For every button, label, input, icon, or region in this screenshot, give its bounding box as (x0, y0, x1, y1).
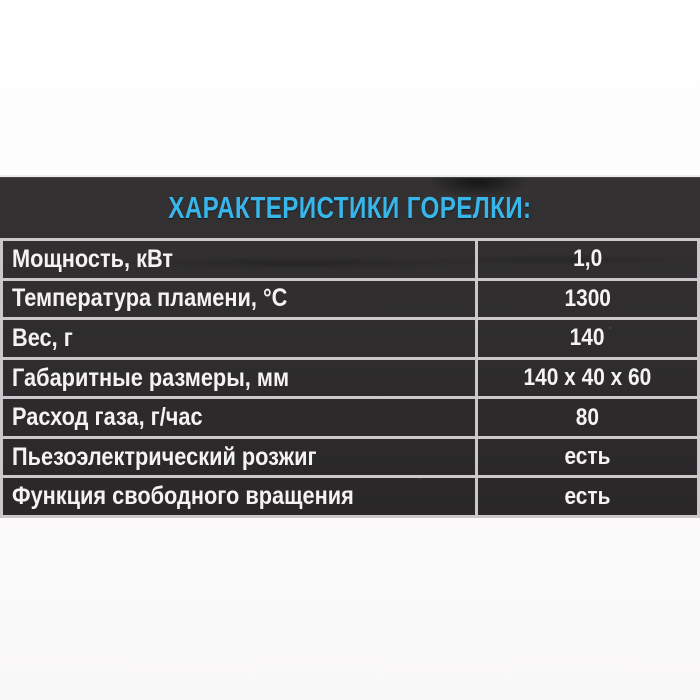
spec-value: есть (564, 482, 611, 510)
spec-value: 1300 (564, 284, 611, 312)
spec-table: Мощность, кВт 1,0 Температура пламени, °… (0, 238, 700, 518)
spec-label: Функция свободного вращения (12, 482, 354, 511)
spec-value: 140 x 40 x 60 (523, 364, 652, 392)
spec-label-card: ХАРАКТЕРИСТИКИ ГОРЕЛКИ: Мощность, кВт 1,… (0, 177, 700, 518)
table-row-power: Мощность, кВт 1,0 (3, 241, 697, 281)
spec-label: Пьезоэлектрический розжиг (12, 442, 317, 471)
spec-label: Вес, г (12, 323, 73, 352)
spec-value: 80 (575, 403, 600, 431)
table-row-free-rotation: Функция свободного вращения есть (3, 478, 697, 516)
table-row-flame-temperature: Температура пламени, °С 1300 (3, 280, 697, 321)
spec-value: есть (564, 443, 611, 471)
card-title-band: ХАРАКТЕРИСТИКИ ГОРЕЛКИ: (0, 178, 700, 238)
spec-label: Габаритные размеры, мм (12, 363, 290, 392)
spec-label: Мощность, кВт (12, 244, 174, 273)
table-row-weight: Вес, г 140 (3, 320, 697, 360)
spec-value: 140 (570, 324, 605, 352)
table-row-dimensions: Габаритные размеры, мм 140 x 40 x 60 (3, 359, 697, 400)
spec-value: 1,0 (572, 245, 603, 273)
card-title: ХАРАКТЕРИСТИКИ ГОРЕЛКИ: (168, 190, 532, 225)
table-row-piezo-ignition: Пьезоэлектрический розжиг есть (3, 438, 697, 479)
table-row-gas-consumption: Расход газа, г/час 80 (3, 399, 697, 439)
spec-label: Расход газа, г/час (12, 403, 203, 432)
spec-label: Температура пламени, °С (12, 284, 288, 313)
